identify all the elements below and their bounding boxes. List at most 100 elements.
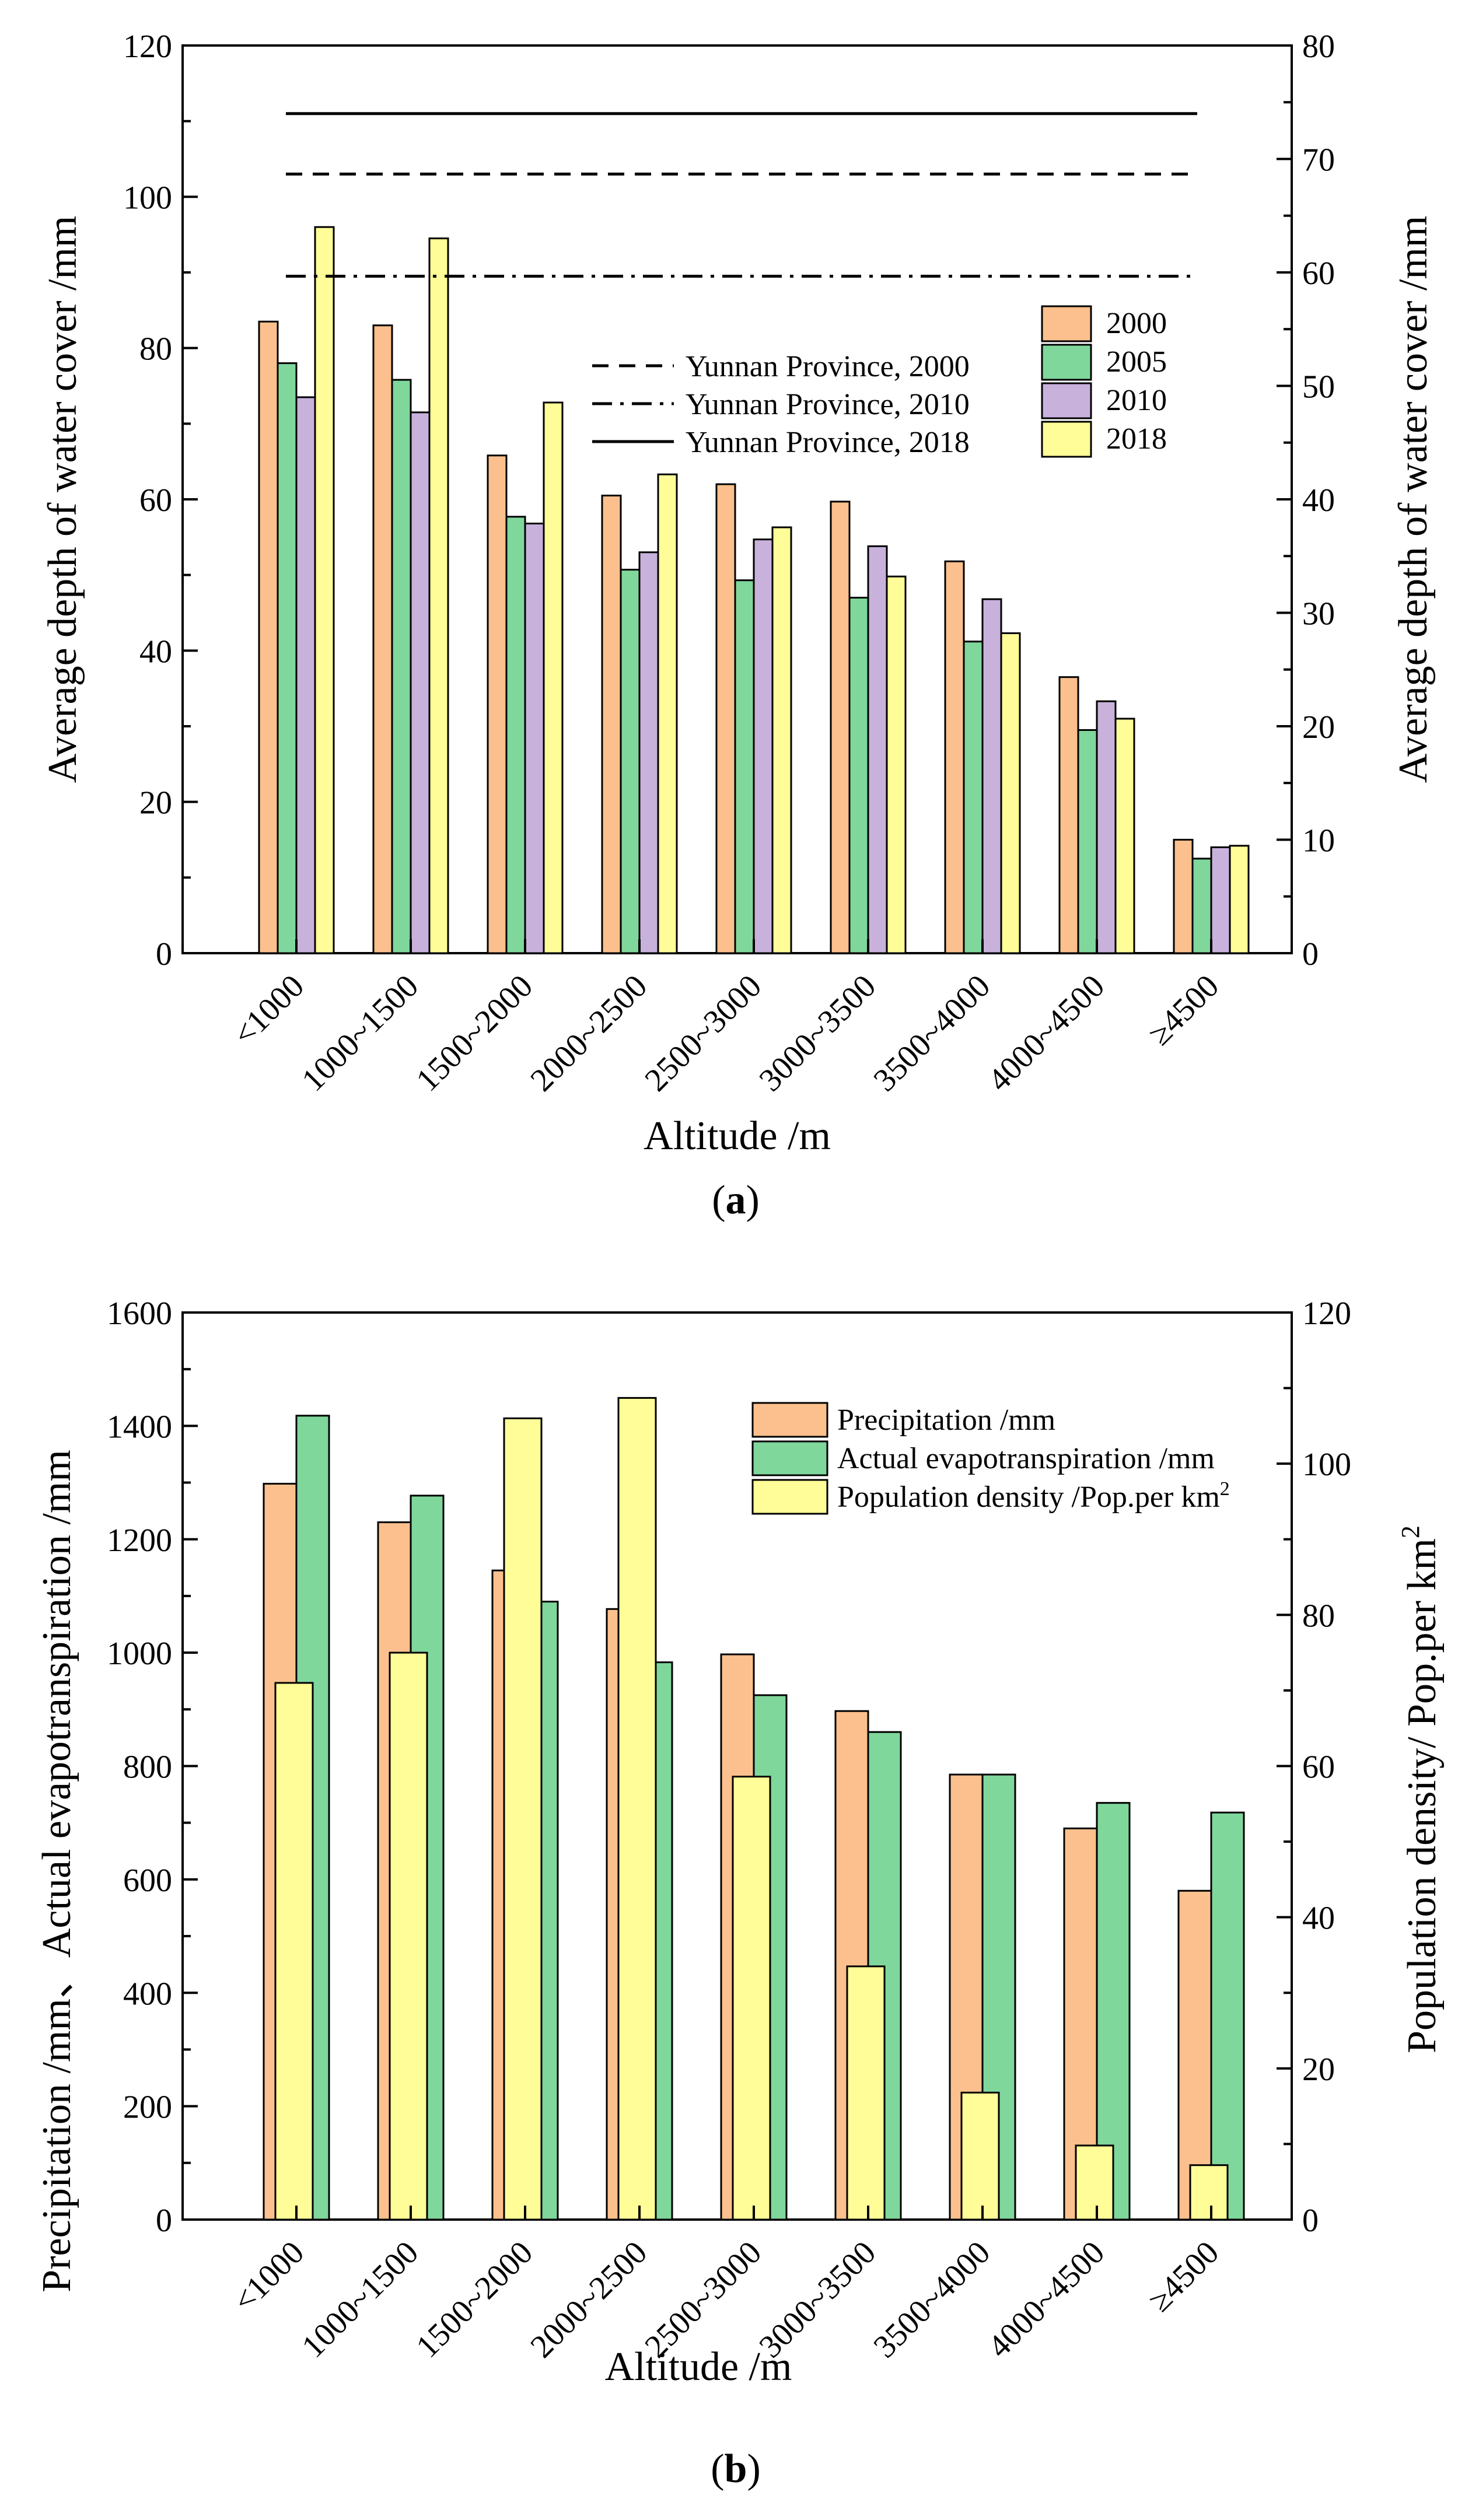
legend-label: Precipitation /mm bbox=[837, 1404, 1055, 1437]
bar-2005 bbox=[391, 379, 412, 954]
bar-population-density bbox=[617, 1396, 657, 2221]
left-tick-label: 800 bbox=[123, 1749, 172, 1786]
left-tick-label: 100 bbox=[123, 180, 172, 216]
legend-label: Yunnan Province, 2010 bbox=[686, 388, 970, 421]
bar-2000 bbox=[944, 560, 965, 954]
right-tick-label: 40 bbox=[1302, 482, 1335, 519]
left-tick-label: 0 bbox=[156, 936, 172, 972]
right-tick-label: 20 bbox=[1302, 709, 1335, 746]
bar-2018 bbox=[657, 473, 678, 954]
bar-2000 bbox=[1173, 839, 1194, 954]
right-tick-label: 10 bbox=[1302, 823, 1335, 859]
left-tick-label: 0 bbox=[156, 2203, 172, 2239]
right-tick-label: 40 bbox=[1302, 1901, 1335, 1937]
left-tick-label: 80 bbox=[139, 331, 172, 368]
x-tick-label: ≥4500 bbox=[1141, 2234, 1226, 2319]
left-tick-label: 400 bbox=[123, 1976, 172, 2012]
right-tick-label: 60 bbox=[1302, 1749, 1335, 1786]
legend-label: 2000 bbox=[1106, 307, 1167, 340]
left-tick-label: 40 bbox=[139, 634, 172, 670]
right-tick-label: 0 bbox=[1302, 2203, 1319, 2239]
bar-2000 bbox=[830, 501, 851, 954]
chart-panel-b: 0 200 400 600 800 1000 1200 1400 1600 0 20 40 60 80 10… bbox=[34, 1296, 1445, 2491]
bar-2005 bbox=[848, 597, 869, 954]
left-tick-label: 1200 bbox=[107, 1522, 172, 1559]
x-axis-label: Altitude /m bbox=[644, 1114, 831, 1158]
bar-population-density bbox=[274, 1682, 314, 2221]
legend-label: Yunnan Province, 2000 bbox=[686, 350, 970, 383]
right-tick-label: 120 bbox=[1302, 1296, 1351, 1332]
left-tick-label: 1400 bbox=[107, 1409, 172, 1445]
right-tick-label: 70 bbox=[1302, 142, 1335, 178]
x-tick-label: 3000~3500 bbox=[753, 968, 883, 1098]
left-tick-label: 600 bbox=[123, 1863, 172, 1899]
x-tick-label: 2500~3000 bbox=[638, 968, 769, 1098]
bar-2018 bbox=[1229, 845, 1250, 954]
left-tick-label: 120 bbox=[123, 29, 172, 65]
bar-2010 bbox=[753, 538, 774, 954]
bar-2005 bbox=[1191, 858, 1212, 954]
x-tick-label: <1000 bbox=[226, 2234, 311, 2319]
bar-2000 bbox=[487, 454, 508, 954]
left-tick-label: 1600 bbox=[107, 1296, 172, 1332]
legend-label: Population density /Pop.per km2 bbox=[837, 1478, 1230, 1514]
x-tick-label: 2000~2500 bbox=[524, 968, 655, 1098]
bar-2018 bbox=[771, 526, 792, 954]
legend-swatch bbox=[1041, 382, 1092, 419]
chart-panel-a: 0 20 40 60 80 100 120 0 10 20 30 40 50 60 70 80 <1000100… bbox=[40, 29, 1436, 1223]
bar-population-density bbox=[389, 1651, 428, 2221]
legend-label: 2010 bbox=[1106, 384, 1167, 417]
bar-2010 bbox=[1096, 700, 1117, 954]
legend-swatch bbox=[751, 1402, 828, 1438]
bar-population-density bbox=[1189, 2164, 1229, 2221]
bar-2000 bbox=[1058, 676, 1079, 954]
right-tick-label: 100 bbox=[1302, 1447, 1351, 1483]
bar-2005 bbox=[1077, 729, 1098, 954]
right-tick-label: 80 bbox=[1302, 1598, 1335, 1634]
left-tick-label: 20 bbox=[139, 785, 172, 821]
bar-2000 bbox=[601, 495, 622, 954]
bar-2010 bbox=[867, 545, 888, 954]
legend-label: 2018 bbox=[1106, 422, 1167, 456]
bar-population-density bbox=[503, 1417, 543, 2221]
bar-2010 bbox=[638, 551, 659, 954]
bar-2005 bbox=[734, 579, 755, 954]
right-tick-label: 60 bbox=[1302, 256, 1335, 292]
right-tick-label: 50 bbox=[1302, 369, 1335, 405]
x-axis-label: Altitude /m bbox=[605, 2344, 792, 2389]
left-tick-label: 60 bbox=[139, 482, 172, 519]
bar-2000 bbox=[258, 320, 279, 954]
y-axis-label-left: Average depth of water cover /mm bbox=[40, 216, 85, 783]
left-tick-label: 1000 bbox=[107, 1636, 172, 1672]
legend-label: 2005 bbox=[1106, 345, 1167, 379]
bar-population-density bbox=[960, 2091, 1000, 2221]
bar-population-density bbox=[732, 1776, 771, 2221]
x-tick-label: <1000 bbox=[226, 968, 311, 1052]
bar-2000 bbox=[715, 483, 736, 954]
legend-swatch bbox=[1041, 344, 1092, 381]
left-tick-label: 200 bbox=[123, 2090, 172, 2126]
bar-2005 bbox=[620, 569, 641, 954]
bar-2018 bbox=[1000, 632, 1021, 954]
bar-2018 bbox=[428, 237, 449, 954]
bar-evapotranspiration bbox=[1210, 1811, 1245, 2221]
x-tick-label: 4000~4500 bbox=[981, 968, 1112, 1098]
x-tick-label: 1500~2000 bbox=[410, 968, 540, 1098]
bar-2005 bbox=[277, 362, 298, 954]
x-tick-label: 1000~1500 bbox=[295, 2234, 426, 2365]
bar-2018 bbox=[886, 575, 907, 954]
right-tick-label: 80 bbox=[1302, 29, 1335, 65]
x-tick-label: 4000~4500 bbox=[981, 2234, 1112, 2365]
panel-label: (a) bbox=[712, 1178, 760, 1223]
y-axis-label-right: Average depth of water cover /mm bbox=[1391, 216, 1436, 783]
x-tick-label: 1000~1500 bbox=[295, 968, 426, 1098]
bar-population-density bbox=[1075, 2144, 1114, 2221]
x-tick-label: 1500~2000 bbox=[410, 2234, 540, 2365]
y-axis-label-right: Population density/ Pop.per km2 bbox=[1396, 1525, 1445, 2053]
right-tick-label: 30 bbox=[1302, 596, 1335, 632]
legend-label: Yunnan Province, 2018 bbox=[686, 426, 970, 459]
legend-swatch bbox=[751, 1440, 828, 1476]
x-tick-label: 3500~4000 bbox=[867, 968, 998, 1098]
legend-swatch bbox=[751, 1479, 828, 1515]
